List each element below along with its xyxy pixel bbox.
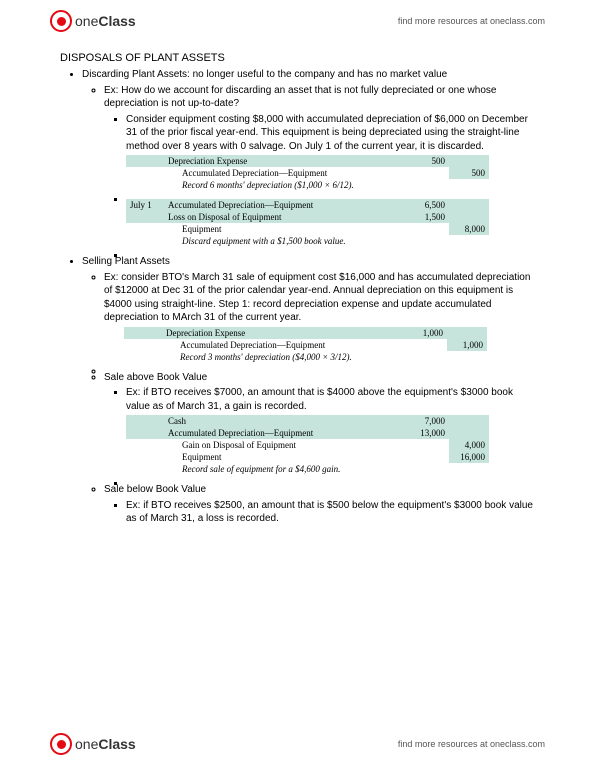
je-account: Loss on Disposal of Equipment	[164, 211, 409, 223]
logo-circle-icon	[50, 733, 72, 755]
spacer-bullet	[104, 365, 535, 369]
je-note: Record 3 months' depreciation ($4,000 × …	[162, 351, 407, 363]
je-account: Accumulated Depreciation—Equipment	[164, 427, 409, 439]
selling-example: Ex: consider BTO's March 31 sale of equi…	[104, 271, 535, 325]
page-footer: oneClass find more resources at oneclass…	[0, 723, 595, 765]
je-account: Depreciation Expense	[164, 155, 409, 167]
je-credit: 8,000	[449, 223, 489, 235]
brand-text: oneClass	[75, 13, 136, 29]
sale-above-heading: Sale above Book Value	[104, 371, 535, 385]
brand-part1: one	[75, 13, 98, 29]
je-credit: 500	[449, 167, 489, 179]
je-debit: 7,000	[409, 415, 449, 427]
journal-entry-sale-gain: Cash7,000 Accumulated Depreciation—Equip…	[126, 415, 489, 475]
spacer-bullet	[126, 249, 535, 253]
je-debit: 6,500	[409, 199, 449, 211]
journal-entry-dep6mo: Depreciation Expense500 Accumulated Depr…	[126, 155, 489, 191]
brand-logo: oneClass	[50, 10, 136, 32]
je-account: Accumulated Depreciation—Equipment	[162, 339, 407, 351]
document-body: DISPOSALS OF PLANT ASSETS Discarding Pla…	[0, 42, 595, 526]
je-note: Discard equipment with a $1,500 book val…	[164, 235, 409, 247]
brand-part2: Class	[98, 13, 135, 29]
je-credit: 16,000	[449, 451, 489, 463]
je-debit: 1,000	[407, 327, 447, 339]
je-debit: 1,500	[409, 211, 449, 223]
je-account: Accumulated Depreciation—Equipment	[164, 167, 409, 179]
brand-part2: Class	[98, 736, 135, 752]
sale-below-heading: Sale below Book Value	[104, 483, 535, 497]
je-account: Accumulated Depreciation—Equipment	[164, 199, 409, 211]
je-date: July 1	[126, 199, 164, 211]
je-credit: 4,000	[449, 439, 489, 451]
je-debit: 500	[409, 155, 449, 167]
je-debit: 13,000	[409, 427, 449, 439]
je-note: Record 6 months' depreciation ($1,000 × …	[164, 179, 409, 191]
page-header: oneClass find more resources at oneclass…	[0, 0, 595, 42]
discarding-example-detail: Consider equipment costing $8,000 with a…	[126, 113, 535, 154]
selling-heading: Selling Plant Assets	[82, 255, 535, 269]
spacer-bullet	[126, 477, 535, 481]
logo-dot-icon	[57, 17, 66, 26]
logo-dot-icon	[57, 740, 66, 749]
journal-entry-discard: July 1Accumulated Depreciation—Equipment…	[126, 199, 489, 247]
brand-part1: one	[75, 736, 98, 752]
spacer-bullet	[126, 193, 535, 197]
je-account: Cash	[164, 415, 409, 427]
je-account: Gain on Disposal of Equipment	[164, 439, 409, 451]
journal-entry-dep3mo: Depreciation Expense1,000 Accumulated De…	[124, 327, 487, 363]
sale-above-example: Ex: if BTO receives $7000, an amount tha…	[126, 386, 535, 413]
resources-link-top[interactable]: find more resources at oneclass.com	[398, 16, 545, 26]
logo-circle-icon	[50, 10, 72, 32]
page-title: DISPOSALS OF PLANT ASSETS	[60, 52, 535, 64]
discarding-example-intro: Ex: How do we account for discarding an …	[104, 84, 535, 111]
je-account: Equipment	[164, 451, 409, 463]
sale-below-example: Ex: if BTO receives $2500, an amount tha…	[126, 499, 535, 526]
resources-link-bottom[interactable]: find more resources at oneclass.com	[398, 739, 545, 749]
je-account: Depreciation Expense	[162, 327, 407, 339]
brand-text-footer: oneClass	[75, 736, 136, 752]
brand-logo-footer: oneClass	[50, 733, 136, 755]
je-note: Record sale of equipment for a $4,600 ga…	[164, 463, 409, 475]
je-account: Equipment	[164, 223, 409, 235]
discarding-heading: Discarding Plant Assets: no longer usefu…	[82, 68, 535, 82]
je-credit: 1,000	[447, 339, 487, 351]
bullet-level-1: Discarding Plant Assets: no longer usefu…	[60, 68, 535, 526]
